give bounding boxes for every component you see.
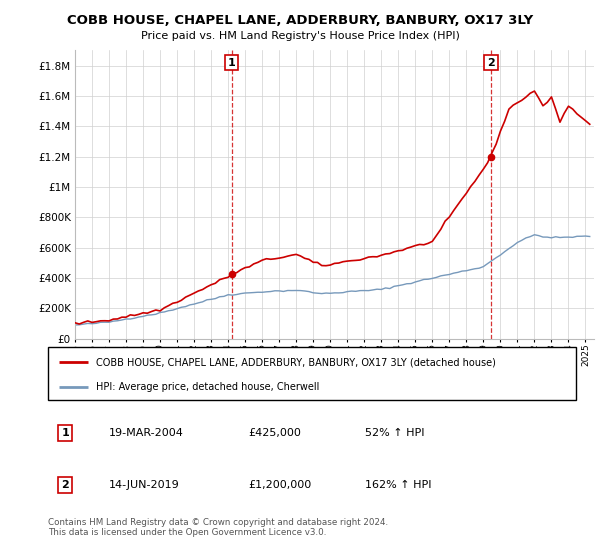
Text: 19-MAR-2004: 19-MAR-2004	[109, 428, 184, 438]
Text: £1,200,000: £1,200,000	[248, 480, 312, 490]
Text: 1: 1	[228, 58, 236, 68]
Text: COBB HOUSE, CHAPEL LANE, ADDERBURY, BANBURY, OX17 3LY (detached house): COBB HOUSE, CHAPEL LANE, ADDERBURY, BANB…	[95, 357, 496, 367]
Text: 2: 2	[487, 58, 495, 68]
Text: 14-JUN-2019: 14-JUN-2019	[109, 480, 179, 490]
Text: Price paid vs. HM Land Registry's House Price Index (HPI): Price paid vs. HM Land Registry's House …	[140, 31, 460, 41]
Text: HPI: Average price, detached house, Cherwell: HPI: Average price, detached house, Cher…	[95, 382, 319, 392]
Text: 2: 2	[61, 480, 69, 490]
Text: 162% ↑ HPI: 162% ↑ HPI	[365, 480, 431, 490]
Text: 52% ↑ HPI: 52% ↑ HPI	[365, 428, 424, 438]
Text: 1: 1	[61, 428, 69, 438]
Text: Contains HM Land Registry data © Crown copyright and database right 2024.
This d: Contains HM Land Registry data © Crown c…	[48, 518, 388, 538]
Text: £425,000: £425,000	[248, 428, 302, 438]
FancyBboxPatch shape	[48, 347, 576, 400]
Text: COBB HOUSE, CHAPEL LANE, ADDERBURY, BANBURY, OX17 3LY: COBB HOUSE, CHAPEL LANE, ADDERBURY, BANB…	[67, 14, 533, 27]
